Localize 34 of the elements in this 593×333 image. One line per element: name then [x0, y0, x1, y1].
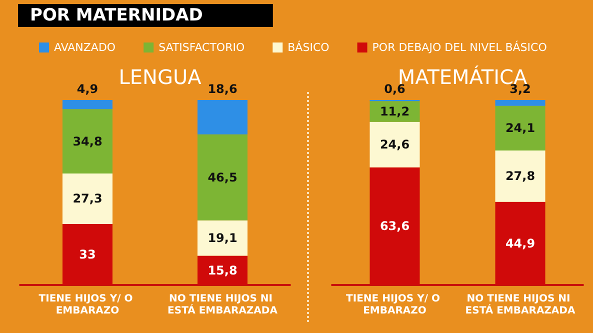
legend-label: POR DEBAJO DEL NIVEL BÁSICO [372, 40, 548, 54]
data-label: 27,3 [72, 192, 102, 206]
x-tick-label: NO TIENE HIJOS NI ESTÁ EMBARAZADA [168, 294, 278, 316]
x-tick-label: TIENE HIJOS Y/ O EMBARAZO [346, 294, 444, 316]
data-label: 15,8 [208, 263, 238, 278]
data-label: 34,8 [72, 134, 102, 148]
bar [62, 109, 112, 174]
bar [198, 100, 248, 134]
data-label: 46,5 [208, 170, 238, 184]
data-label: 11,2 [380, 104, 410, 118]
data-label: 24,1 [505, 121, 536, 136]
data-label: 33 [79, 247, 96, 262]
bar [62, 100, 112, 110]
data-label: 44,9 [505, 236, 536, 250]
x-tick-label: TIENE HIJOS Y/ O EMBARAZO [38, 294, 136, 316]
bar [495, 106, 546, 151]
chart-subtitle: LENGUA [118, 65, 202, 89]
data-label: 63,6 [380, 219, 410, 234]
bar [370, 122, 420, 168]
data-label: 24,6 [380, 138, 410, 152]
legend-label: AVANZADO [54, 41, 116, 54]
data-label: 18,6 [208, 82, 238, 96]
x-tick-label: NO TIENE HIJOS NI ESTÁ EMBARAZADA [465, 294, 576, 316]
bar [495, 100, 546, 106]
bar [198, 220, 248, 256]
legend-label: BÁSICO [288, 40, 330, 54]
data-label: 27,8 [505, 169, 536, 184]
data-label: 4,9 [76, 82, 98, 96]
legend-label: SATISFACTORIO [158, 41, 245, 54]
data-label: 19,1 [208, 231, 238, 246]
bar [198, 134, 248, 220]
bar [495, 150, 546, 202]
chart-title: POR MATERNIDAD [30, 6, 203, 26]
bar [62, 173, 112, 224]
